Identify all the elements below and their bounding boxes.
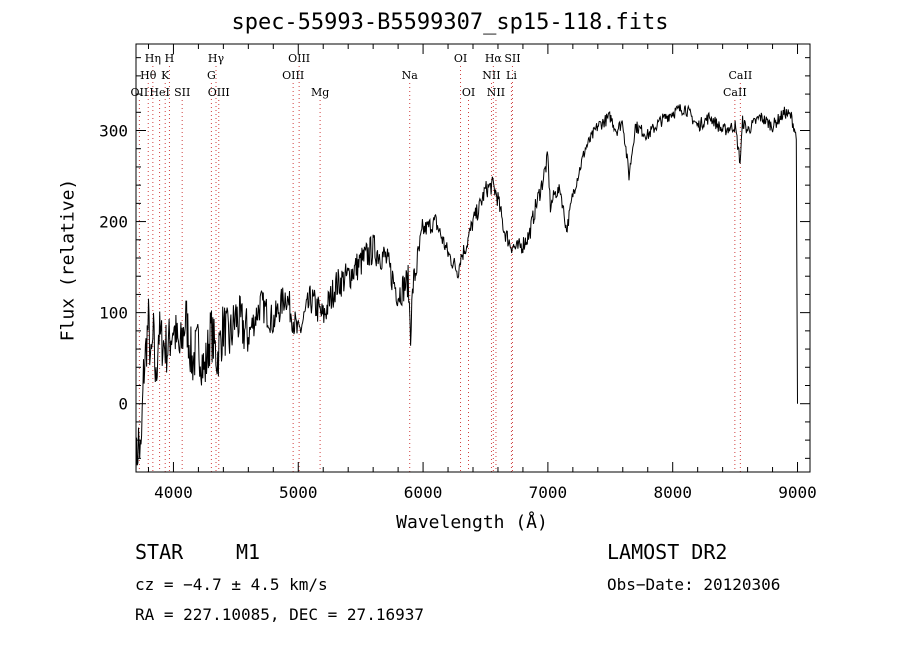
emission-line-label: Na (402, 69, 419, 82)
x-tick-label: 4000 (154, 483, 193, 502)
emission-line-label: Hγ (208, 52, 225, 65)
y-tick-label: 200 (99, 213, 128, 232)
emission-line-label: SII (504, 52, 520, 65)
emission-line-label: CaII (723, 86, 747, 99)
emission-line-label: NII (487, 86, 505, 99)
emission-line-label: H (165, 52, 175, 65)
y-tick-label: 300 (99, 122, 128, 141)
y-tick-label: 0 (118, 395, 128, 414)
emission-line-label: OII (131, 86, 149, 99)
plot-frame (135, 43, 811, 473)
emission-line-label: Hη (145, 52, 161, 65)
y-axis-label: Flux (relative) (57, 178, 79, 342)
emission-line-label: K (161, 69, 170, 82)
survey-name: LAMOST DR2 (607, 540, 728, 564)
emission-line-label: SII (174, 86, 190, 99)
emission-line-labels: OII Hθ Hη HeI HK SII Hγ G OIII OIII OIII Mg Na OI OI Hα… (131, 52, 753, 99)
x-tick-label: 5000 (279, 483, 318, 502)
emission-line-label: Li (506, 69, 517, 82)
y-tick-label: 100 (99, 304, 128, 323)
spectrum-layer (135, 103, 798, 473)
axis-ticks: 4000 5000 6000 7000 8000 9000 0 100 200 300 (99, 44, 817, 502)
emission-line-markers (138, 66, 741, 472)
spectrum-plot: 4000 5000 6000 7000 8000 9000 0 100 200 300 OII Hθ… (99, 43, 817, 502)
x-tick-label: 7000 (529, 483, 568, 502)
ra-dec-coordinates: RA = 227.10085, DEC = 27.16937 (135, 605, 424, 624)
x-tick-label: 6000 (404, 483, 443, 502)
emission-line-label: Hα (485, 52, 503, 65)
object-class: STAR (135, 540, 184, 564)
emission-line-label: HeI (149, 86, 169, 99)
chart-title: spec-55993-B5599307_sp15-118.fits (231, 10, 669, 35)
x-tick-label: 8000 (653, 483, 692, 502)
emission-line-label: CaII (729, 69, 753, 82)
emission-line-label: G (207, 69, 216, 82)
redshift-cz: cz = −4.7 ± 4.5 km/s (135, 575, 328, 594)
emission-line-label: NII (482, 69, 500, 82)
emission-line-label: OIII (288, 52, 310, 65)
emission-line-label: Mg (311, 86, 329, 99)
spectrum-line (135, 103, 798, 473)
x-tick-label: 9000 (778, 483, 817, 502)
observation-date: Obs−Date: 20120306 (607, 575, 781, 594)
emission-line-label: OI (454, 52, 467, 65)
emission-line-label: OI (462, 86, 475, 99)
emission-line-label: OIII (208, 86, 230, 99)
emission-line-label: OIII (282, 69, 304, 82)
x-axis-label: Wavelength (Å) (396, 512, 548, 533)
emission-line-label: Hθ (140, 69, 157, 82)
object-subclass: M1 (236, 540, 261, 564)
